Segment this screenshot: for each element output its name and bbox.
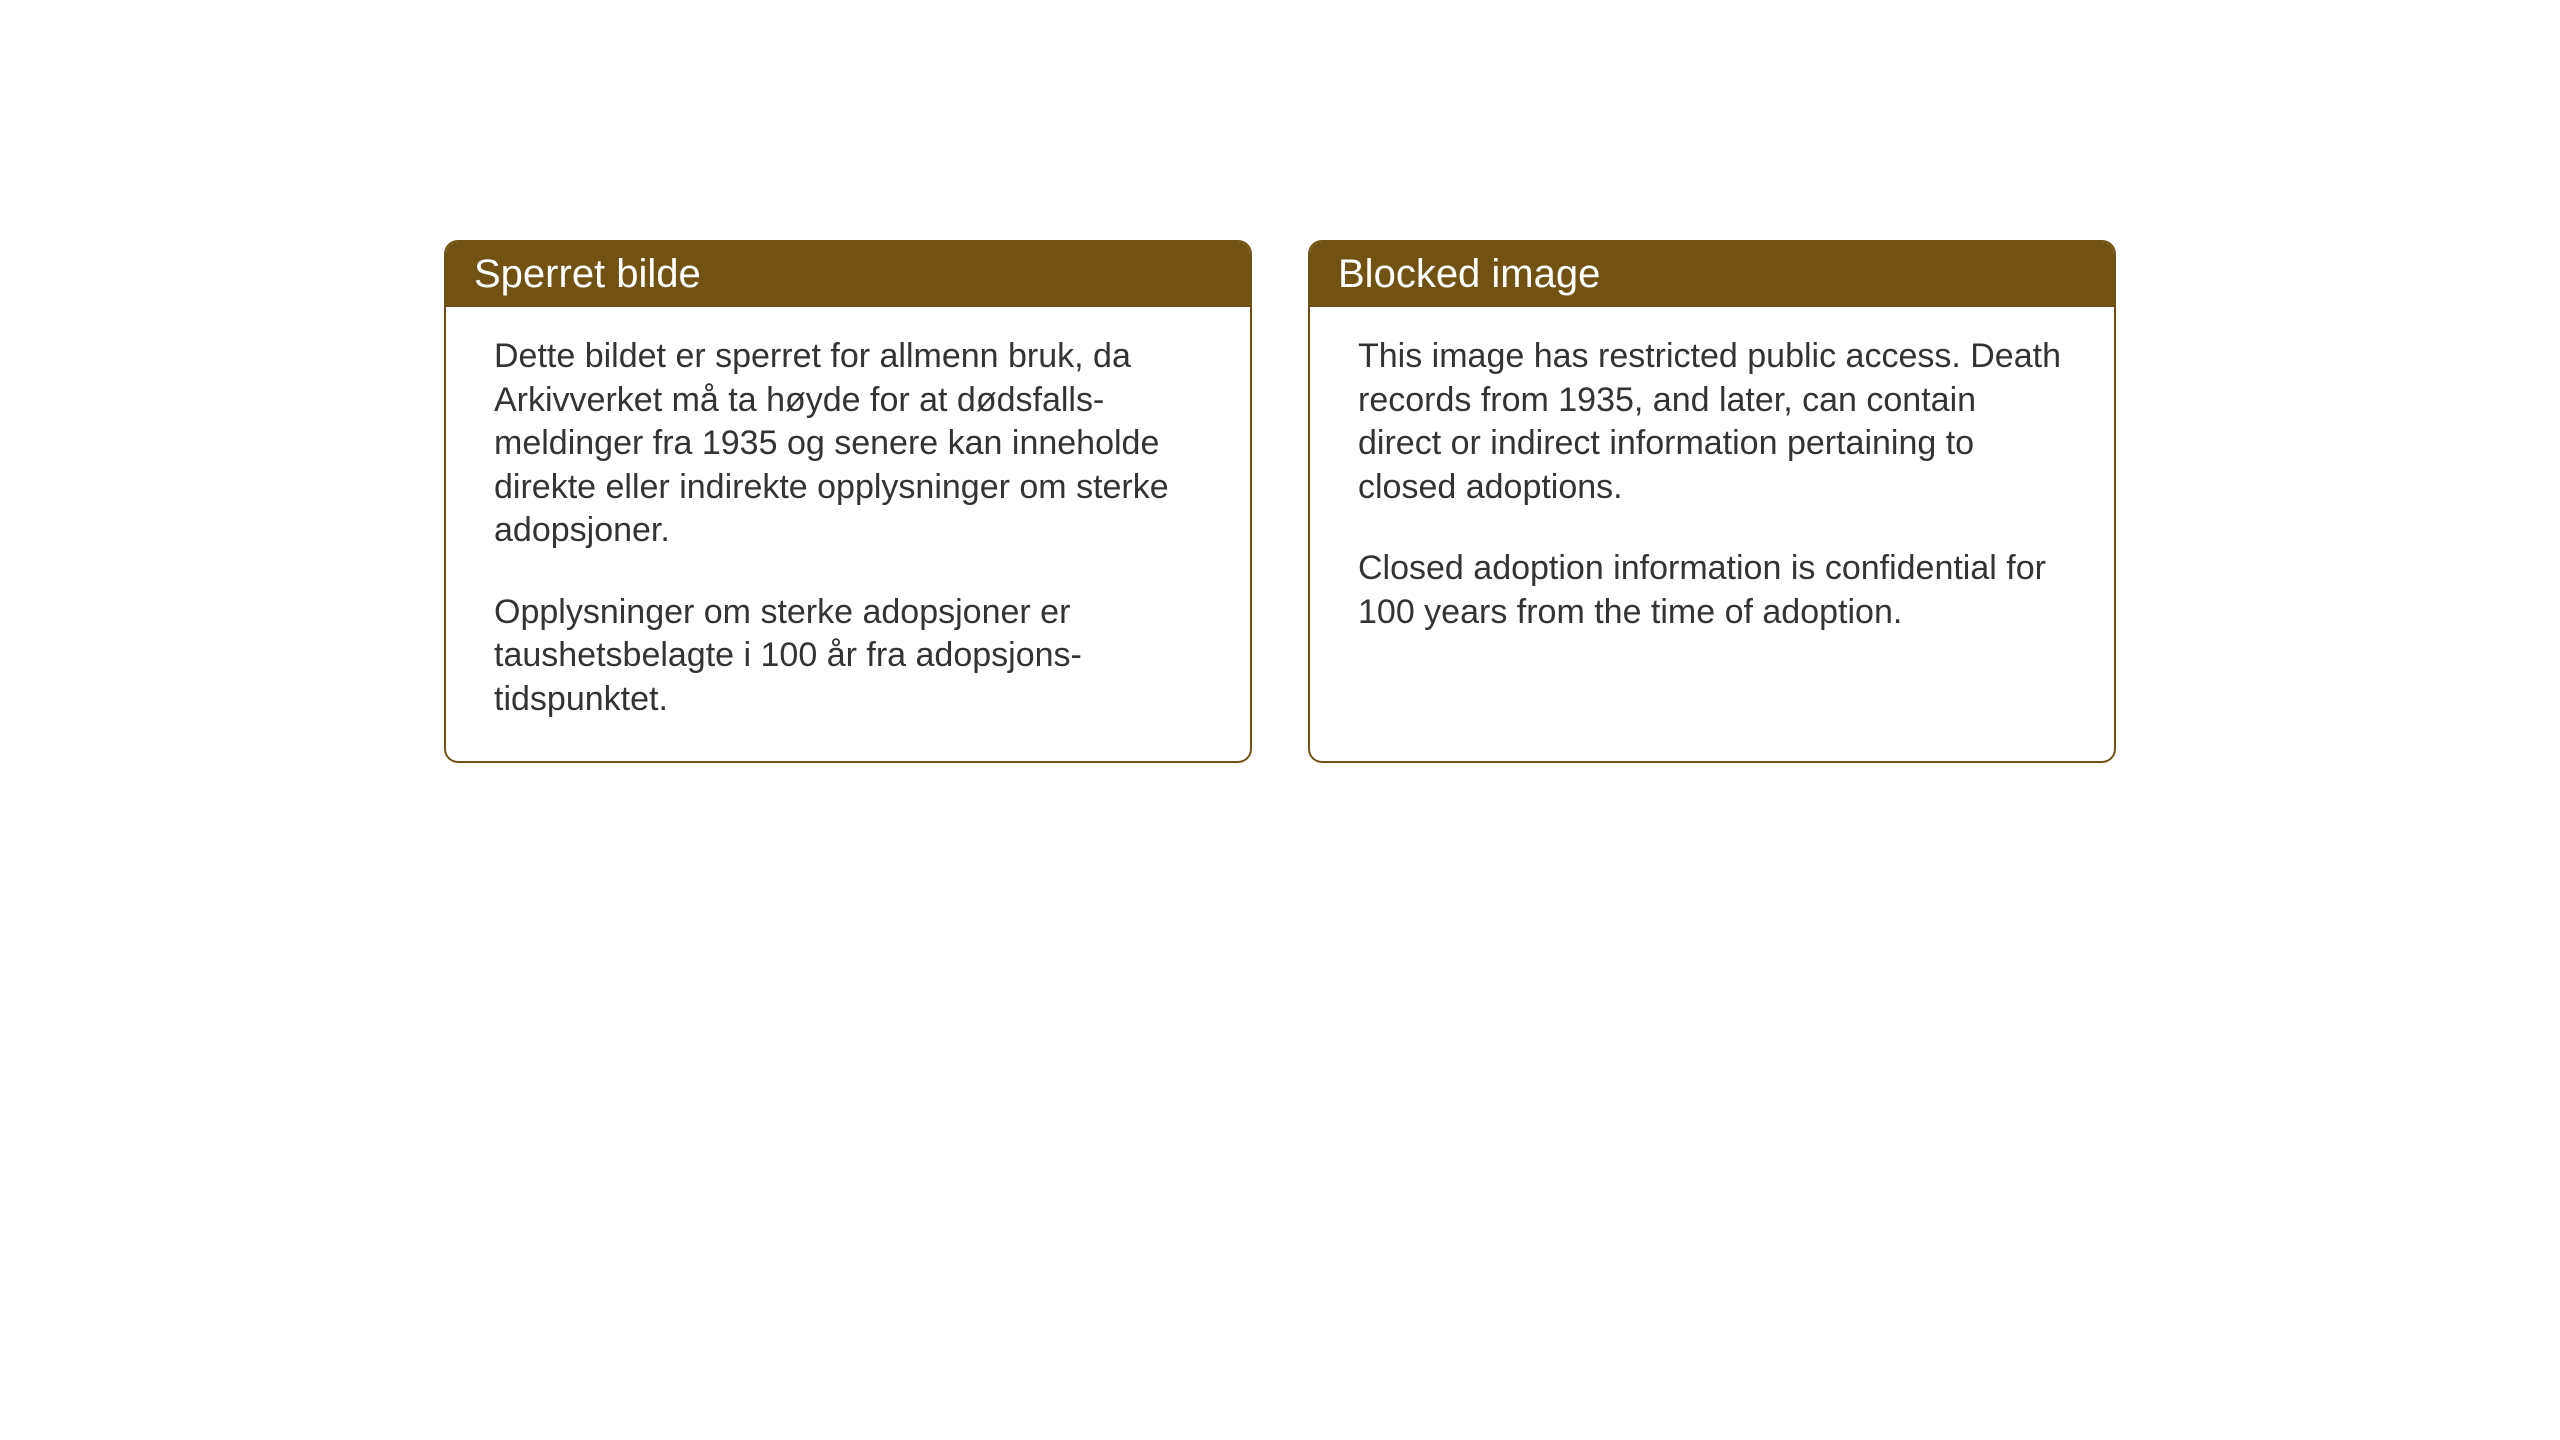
notice-container: Sperret bilde Dette bildet er sperret fo…	[444, 240, 2116, 763]
notice-card-english: Blocked image This image has restricted …	[1308, 240, 2116, 763]
card-paragraph: Closed adoption information is confident…	[1358, 547, 2066, 634]
card-body: This image has restricted public access.…	[1310, 307, 2114, 674]
card-paragraph: This image has restricted public access.…	[1358, 335, 2066, 509]
card-header: Sperret bilde	[446, 242, 1250, 307]
card-paragraph: Dette bildet er sperret for allmenn bruk…	[494, 335, 1202, 553]
card-body: Dette bildet er sperret for allmenn bruk…	[446, 307, 1250, 761]
card-paragraph: Opplysninger om sterke adopsjoner er tau…	[494, 591, 1202, 722]
card-header: Blocked image	[1310, 242, 2114, 307]
card-title: Blocked image	[1338, 252, 1600, 296]
notice-card-norwegian: Sperret bilde Dette bildet er sperret fo…	[444, 240, 1252, 763]
card-title: Sperret bilde	[474, 252, 701, 296]
